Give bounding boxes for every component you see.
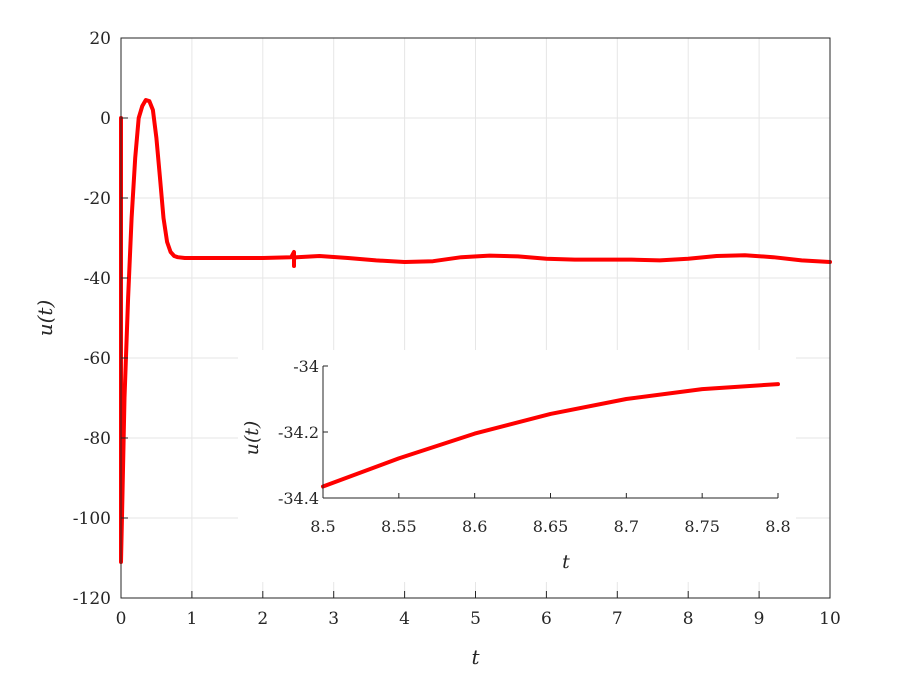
x-tick-label: 4 [399, 609, 410, 629]
x-tick-label: 2 [257, 609, 268, 629]
y-tick-label: 20 [89, 29, 111, 49]
series-line [119, 98, 832, 564]
inset-x-tick-label: 8.7 [614, 517, 639, 536]
main-series-lines [119, 98, 832, 564]
inset-x-tick-label: 8.75 [684, 517, 720, 536]
inset-x-tick-label: 8.5 [310, 517, 335, 536]
inset-x-tick-label: 8.65 [533, 517, 569, 536]
x-tick-label: 1 [186, 609, 197, 629]
y-tick-label: -80 [84, 429, 111, 449]
inset-series-lines [321, 382, 780, 489]
y-tick-label: -60 [84, 349, 111, 369]
inset-x-axis-title: t [562, 551, 570, 573]
x-tick-label: 0 [116, 609, 127, 629]
x-axis-title: t [471, 645, 480, 669]
x-tick-label: 3 [328, 609, 339, 629]
y-tick-label: -100 [73, 509, 111, 529]
x-tick-label: 7 [612, 609, 623, 629]
main-ticks: 0 1 2 3 4 5 6 7 8 9 10 20 0 -20 -40 -60 -80 -100 -120 [73, 29, 841, 629]
inset-series-line [321, 382, 780, 489]
y-tick-label: -20 [84, 189, 111, 209]
x-tick-label: 10 [819, 609, 841, 629]
inset-y-tick-label: -34 [293, 357, 319, 376]
x-tick-label: 5 [470, 609, 481, 629]
x-tick-label: 8 [683, 609, 694, 629]
inset-y-axis-title: u(t) [241, 421, 263, 456]
inset-x-tick-label: 8.8 [765, 517, 790, 536]
y-axis-title: u(t) [33, 300, 57, 337]
x-tick-label: 6 [541, 609, 552, 629]
y-tick-label: 0 [100, 109, 111, 129]
inset-x-tick-label: 8.6 [462, 517, 487, 536]
y-tick-label: -40 [84, 269, 111, 289]
inset-y-tick-label: -34.2 [278, 423, 319, 442]
inset-ticks: 8.5 8.55 8.6 8.65 8.7 8.75 8.8 -34 -34.2 -34.4 [278, 357, 791, 536]
x-tick-label: 9 [754, 609, 765, 629]
inset-x-tick-label: 8.55 [381, 517, 417, 536]
inset-background [238, 350, 796, 582]
inset-plot: 8.5 8.55 8.6 8.65 8.7 8.75 8.8-34-34.2-34.4 t … [238, 350, 796, 582]
y-tick-label: -120 [73, 589, 111, 609]
inset-y-tick-label: -34.4 [278, 489, 319, 508]
